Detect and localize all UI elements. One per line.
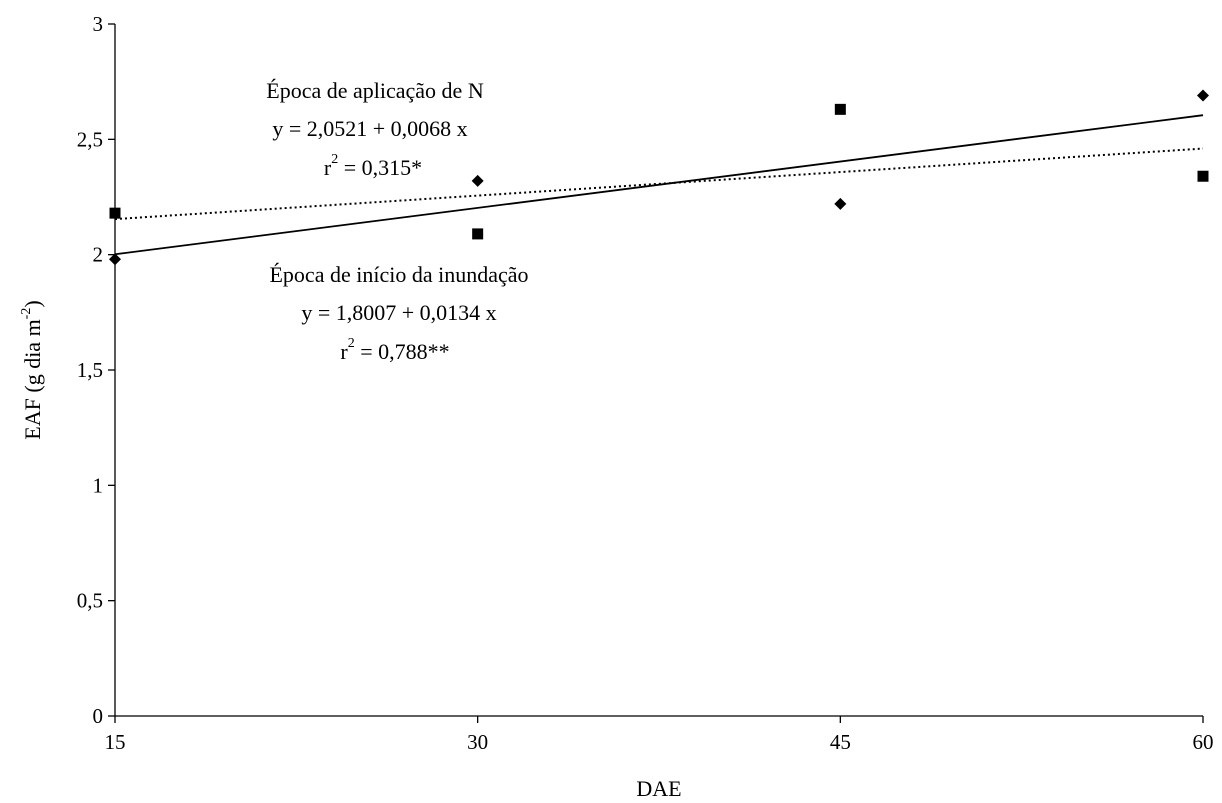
trendlines [114,114,1204,256]
y-tick-label: 0 [93,704,104,728]
annotation-inundacao-equation: y = 1,8007 + 0,0134 x [301,300,496,325]
y-tick-label: 1 [93,473,104,497]
y-tick-label: 2,5 [77,127,103,151]
y-tick-label: 2 [93,243,104,267]
annotation-aplicacao-equation: y = 2,0521 + 0,0068 x [272,116,467,141]
data-markers [109,89,1209,266]
data-point-diamond [1197,89,1209,102]
annotation-aplicacao-r2: r2 = 0,315* [324,152,422,180]
data-point-diamond [471,174,484,187]
data-point-square [472,228,484,240]
annotation-inundacao: Época de início da inundação y = 1,8007 … [269,262,528,364]
x-tick-label: 30 [467,730,488,754]
data-point-diamond [109,253,121,266]
x-tick-label: 60 [1193,730,1214,754]
data-point-square [109,207,121,219]
x-tick-label: 15 [105,730,126,754]
y-axis-label: EAF (g dia m-2) [19,300,45,439]
y-tick-label: 3 [93,12,104,36]
annotation-inundacao-title: Época de início da inundação [269,262,528,287]
data-point-diamond [834,197,847,210]
y-tick-label: 1,5 [77,358,103,382]
data-point-square [1197,170,1209,182]
annotation-inundacao-r2: r2 = 0,788** [340,336,449,364]
x-tick-label: 45 [830,730,851,754]
data-point-square [834,103,846,115]
y-tick-label: 0,5 [77,589,103,613]
trendline-dotted [114,147,1204,221]
axes: 0 0,5 1 1,5 2 2,5 3 15 30 45 60 [77,12,1214,754]
x-axis-label: DAE [636,776,681,801]
annotation-aplicacao: Época de aplicação de N y = 2,0521 + 0,0… [266,78,484,180]
annotation-aplicacao-title: Época de aplicação de N [266,78,484,103]
